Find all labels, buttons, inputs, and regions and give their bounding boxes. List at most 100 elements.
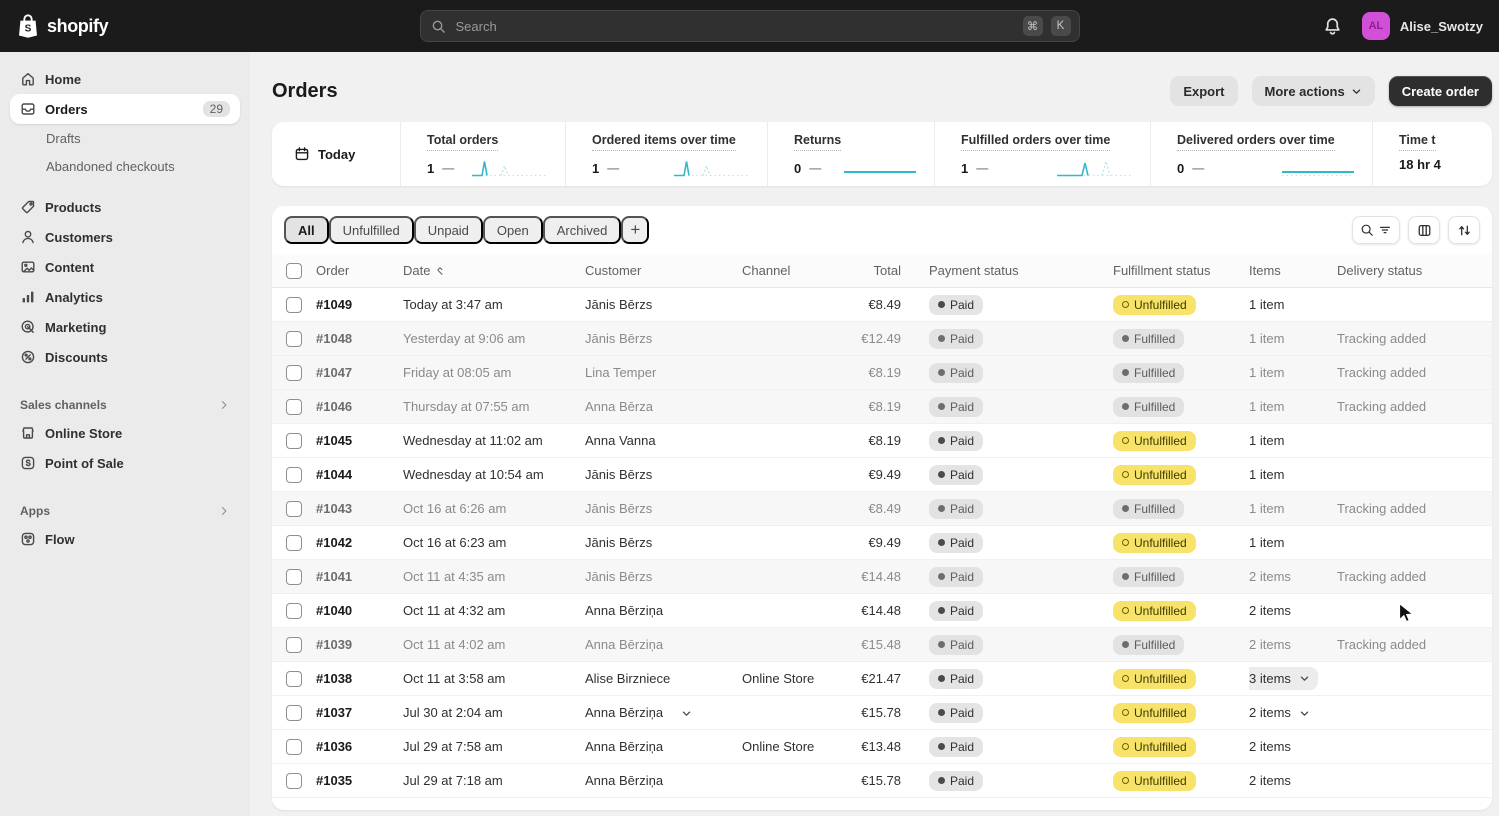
sidebar-section-apps[interactable]: Apps xyxy=(10,498,240,524)
fulfillment-status-cell: Unfulfilled xyxy=(1113,668,1249,689)
table-row[interactable]: #1046 Thursday at 07:55 am Anna Bērza €8.19… xyxy=(272,390,1492,424)
table-row[interactable]: #1042 Oct 16 at 6:23 am Jānis Bērzs €9.49 Pa… xyxy=(272,526,1492,560)
export-button[interactable]: Export xyxy=(1170,76,1238,106)
tab-all[interactable]: All xyxy=(284,216,329,244)
global-search[interactable]: ⌘ K xyxy=(419,10,1080,42)
chevron-down-icon[interactable] xyxy=(681,708,692,719)
table-row[interactable]: #1036 Jul 29 at 7:58 am Anna Bērziņa Online… xyxy=(272,730,1492,764)
row-checkbox[interactable] xyxy=(286,636,302,653)
sidebar-item-marketing[interactable]: Marketing xyxy=(10,312,240,342)
search-filter-button[interactable] xyxy=(1352,216,1400,244)
row-checkbox[interactable] xyxy=(286,296,302,313)
add-view-button[interactable]: + xyxy=(621,216,650,244)
sidebar-item-drafts[interactable]: Drafts xyxy=(10,124,240,152)
row-checkbox[interactable] xyxy=(286,738,302,755)
sidebar-item-orders[interactable]: Orders 29 xyxy=(10,94,240,124)
items-cell[interactable]: 3 items xyxy=(1249,667,1337,690)
customer-name: Alise Birzniece xyxy=(585,671,742,686)
sidebar-item-discounts[interactable]: Discounts xyxy=(10,342,240,372)
table-row[interactable]: #1037 Jul 30 at 2:04 am Anna Bērziņa €15.78… xyxy=(272,696,1492,730)
table-row[interactable]: #1044 Wednesday at 10:54 am Jānis Bērzs €9.… xyxy=(272,458,1492,492)
channel: Online Store xyxy=(742,739,815,754)
stat-returns[interactable]: Returns 0 — xyxy=(767,122,934,186)
row-checkbox[interactable] xyxy=(286,500,302,517)
sidebar-item-products[interactable]: Products xyxy=(10,192,240,222)
tab-open[interactable]: Open xyxy=(482,216,543,244)
table-row[interactable]: #1045 Wednesday at 11:02 am Anna Vanna €8.1… xyxy=(272,424,1492,458)
row-checkbox[interactable] xyxy=(286,704,302,721)
sort-button[interactable] xyxy=(1448,216,1480,244)
column-header-total[interactable]: Total xyxy=(847,263,929,278)
payment-status-cell: Paid xyxy=(929,600,1113,621)
tab-unfulfilled[interactable]: Unfulfilled xyxy=(328,216,414,244)
table-row[interactable]: #1049 Today at 3:47 am Jānis Bērzs €8.49 Pai… xyxy=(272,288,1492,322)
items-count[interactable]: 3 items xyxy=(1249,667,1318,690)
sidebar-section-sales-channels[interactable]: Sales channels xyxy=(10,392,240,418)
row-checkbox[interactable] xyxy=(286,330,302,347)
row-checkbox[interactable] xyxy=(286,670,302,687)
tab-archived[interactable]: Archived xyxy=(542,216,622,244)
row-checkbox[interactable] xyxy=(286,466,302,483)
chevron-down-icon xyxy=(1299,673,1310,684)
date-range-label: Today xyxy=(318,146,356,162)
sidebar-item-flow[interactable]: Flow xyxy=(10,524,240,554)
tab-unpaid[interactable]: Unpaid xyxy=(413,216,483,244)
sidebar-item-label: Discounts xyxy=(45,349,108,365)
sidebar-item-abandoned-checkouts[interactable]: Abandoned checkouts xyxy=(10,152,240,180)
sidebar-item-customers[interactable]: Customers xyxy=(10,222,240,252)
row-checkbox[interactable] xyxy=(286,602,302,619)
open-circle-icon xyxy=(1122,301,1129,308)
table-row[interactable]: #1041 Oct 11 at 4:35 am Jānis Bērzs €14.48 P… xyxy=(272,560,1492,594)
table-row[interactable]: #1047 Friday at 08:05 am Lina Temper €8.19 P… xyxy=(272,356,1492,390)
create-order-button[interactable]: Create order xyxy=(1388,76,1492,106)
column-header-date[interactable]: Date xyxy=(403,263,585,278)
column-header-fulfillment-status[interactable]: Fulfillment status xyxy=(1113,263,1249,278)
table-row[interactable]: #1043 Oct 16 at 6:26 am Jānis Bērzs €8.49 Pa… xyxy=(272,492,1492,526)
sidebar-item-point-of-sale[interactable]: Point of Sale xyxy=(10,448,240,478)
row-checkbox[interactable] xyxy=(286,398,302,415)
sidebar-item-online-store[interactable]: Online Store xyxy=(10,418,240,448)
row-checkbox[interactable] xyxy=(286,364,302,381)
filled-dot-icon xyxy=(938,607,945,614)
table-row[interactable]: #1040 Oct 11 at 4:32 am Anna Bērziņa €14.48… xyxy=(272,594,1492,628)
row-checkbox[interactable] xyxy=(286,534,302,551)
bell-icon[interactable] xyxy=(1323,17,1342,36)
items-count[interactable]: 2 items xyxy=(1249,705,1310,720)
row-checkbox[interactable] xyxy=(286,772,302,789)
sidebar-item-analytics[interactable]: Analytics xyxy=(10,282,240,312)
search-input[interactable] xyxy=(453,17,1015,35)
table-row[interactable]: #1038 Oct 11 at 3:58 am Alise Birzniece Onl… xyxy=(272,662,1492,696)
column-header-delivery-status[interactable]: Delivery status xyxy=(1337,263,1492,278)
column-header-items[interactable]: Items xyxy=(1249,263,1337,278)
column-header-customer[interactable]: Customer xyxy=(585,263,742,278)
stat-time-t[interactable]: Time t 18 hr 4 xyxy=(1372,122,1492,186)
table-row[interactable]: #1039 Oct 11 at 4:02 am Anna Bērziņa €15.48… xyxy=(272,628,1492,662)
column-header-channel[interactable]: Channel xyxy=(742,263,847,278)
fulfillment-status-cell: Fulfilled xyxy=(1113,566,1249,587)
column-header-payment-status[interactable]: Payment status xyxy=(929,263,1113,278)
columns-button[interactable] xyxy=(1408,216,1440,244)
table-row[interactable]: #1035 Jul 29 at 7:18 am Anna Bērziņa €15.78… xyxy=(272,764,1492,798)
stat-total-orders[interactable]: Total orders 1 — xyxy=(400,122,565,186)
more-actions-button[interactable]: More actions xyxy=(1251,76,1375,106)
stat-ordered-items-over-time[interactable]: Ordered items over time 1 — xyxy=(565,122,767,186)
items-cell[interactable]: 2 items xyxy=(1249,705,1337,720)
sidebar-item-home[interactable]: Home xyxy=(10,64,240,94)
order-date: Jul 29 at 7:18 am xyxy=(403,773,503,788)
stat-fulfilled-orders-over-time[interactable]: Fulfilled orders over time 1 — xyxy=(934,122,1150,186)
row-checkbox[interactable] xyxy=(286,568,302,585)
column-header-order[interactable]: Order xyxy=(316,263,403,278)
select-all-checkbox[interactable] xyxy=(286,262,302,279)
sidebar-item-content[interactable]: Content xyxy=(10,252,240,282)
column-header-label: Delivery status xyxy=(1337,263,1423,278)
table-row[interactable]: #1048 Yesterday at 9:06 am Jānis Bērzs €12.… xyxy=(272,322,1492,356)
row-checkbox[interactable] xyxy=(286,432,302,449)
date-range-picker[interactable]: Today xyxy=(272,122,400,186)
customer-name: Anna Vanna xyxy=(585,433,742,448)
badge-label: Paid xyxy=(950,637,975,652)
shopify-logo[interactable]: S shopify xyxy=(16,13,254,39)
stat-value: 1 xyxy=(961,160,969,176)
user-menu[interactable]: AL Alise_Swotzy xyxy=(1361,12,1483,40)
stat-delivered-orders-over-time[interactable]: Delivered orders over time 0 — xyxy=(1150,122,1372,186)
payment-status-cell: Paid xyxy=(929,362,1113,383)
